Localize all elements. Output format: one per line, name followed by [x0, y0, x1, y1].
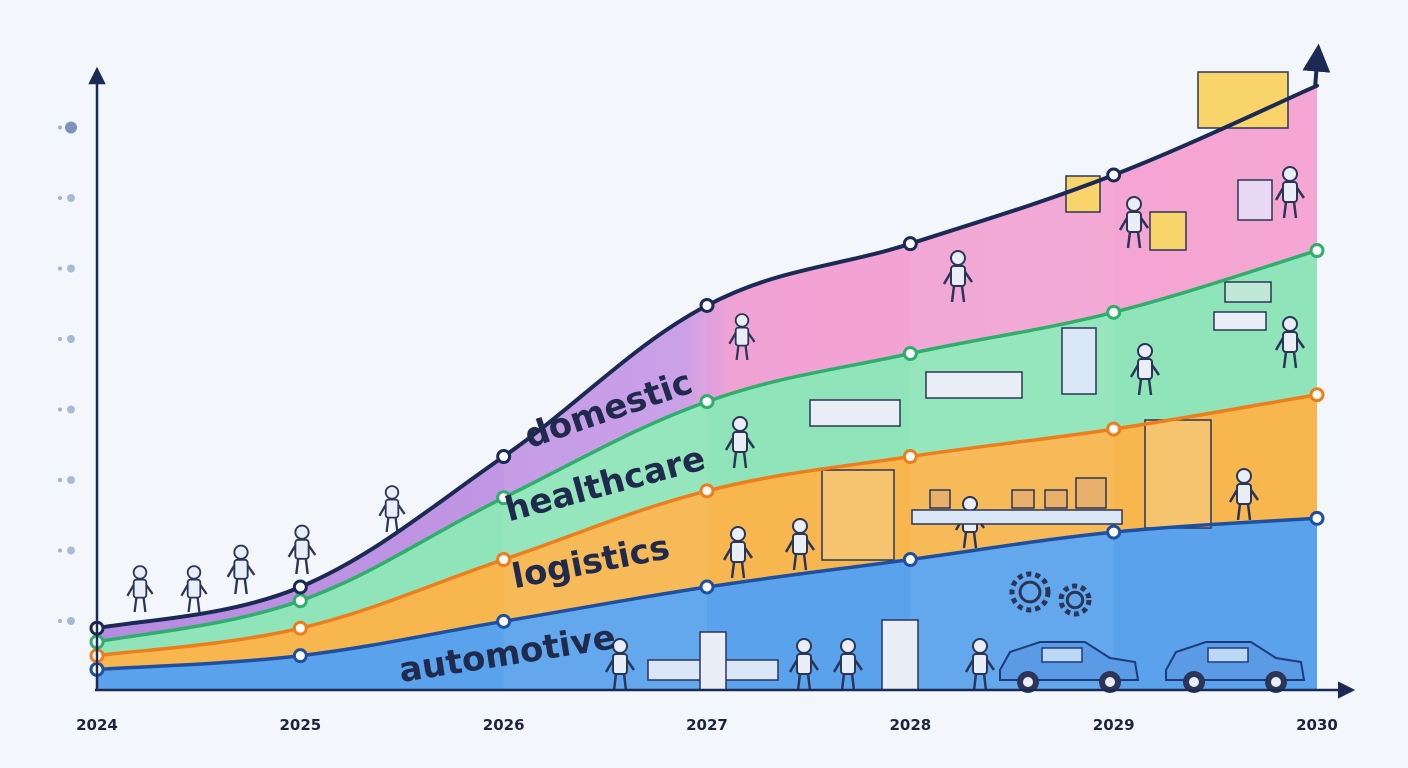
- robot-figure: [1274, 166, 1306, 219]
- y-dot-small: [58, 125, 62, 130]
- scene-box: [821, 469, 895, 561]
- area-automotive: [97, 518, 1317, 690]
- point-automotive-2027: [699, 579, 715, 595]
- scene-box: [809, 399, 901, 427]
- y-dot-small: [58, 548, 62, 553]
- x-tick-2027: 2027: [686, 716, 728, 734]
- scene-box: [1061, 327, 1097, 395]
- area-logistics: [97, 394, 1317, 670]
- point-healthcare-2030: [1309, 243, 1325, 259]
- point-healthcare-2028: [902, 346, 918, 362]
- point-automotive-2029: [1106, 524, 1122, 540]
- robot-figure: [728, 313, 756, 361]
- point-healthcare-2027: [699, 394, 715, 410]
- robot-figure: [378, 485, 406, 533]
- x-tick-2026: 2026: [483, 716, 525, 734]
- y-dot-small: [58, 266, 62, 271]
- y-dot: [65, 121, 77, 134]
- y-dot-small: [58, 407, 62, 412]
- point-logistics-2025: [292, 620, 308, 636]
- gear-icon: [1058, 583, 1092, 617]
- point-domestic-2029: [1106, 167, 1122, 183]
- scene-box: [1149, 211, 1187, 251]
- robot-figure: [226, 544, 256, 595]
- point-logistics-2029: [1106, 421, 1122, 437]
- scene-box: [1075, 477, 1107, 509]
- point-domestic-2027: [699, 297, 715, 313]
- x-tick-2029: 2029: [1093, 716, 1135, 734]
- robot-figure: [722, 526, 754, 579]
- robot-figure: [1228, 468, 1260, 521]
- point-healthcare-2025: [292, 593, 308, 609]
- x-tick-2030: 2030: [1296, 716, 1338, 734]
- data-points: [89, 167, 1325, 677]
- y-dot-small: [58, 337, 62, 341]
- robot-figure: [788, 638, 820, 691]
- y-axis-dots: [58, 121, 77, 625]
- scene-box: [1213, 311, 1267, 331]
- robot-figure: [784, 518, 816, 571]
- robot-figure: [964, 638, 996, 691]
- robot-figure: [180, 565, 208, 613]
- scene-box: [1224, 281, 1272, 303]
- x-tick-2024: 2024: [76, 716, 118, 734]
- x-tick-labels: 2024 2025 2026 2027 2028 2029 2030: [76, 716, 1338, 734]
- point-automotive-2026: [496, 613, 512, 629]
- robot-figure: [1118, 196, 1150, 249]
- scene-box: [699, 631, 727, 691]
- point-healthcare-2029: [1106, 304, 1122, 320]
- y-dot-small: [58, 196, 62, 200]
- scene-box: [1044, 489, 1068, 509]
- point-domestic-2028: [902, 236, 918, 252]
- y-dot: [67, 546, 75, 555]
- scene-box: [911, 509, 1123, 525]
- point-logistics-2026: [496, 552, 512, 568]
- y-dot: [67, 476, 75, 484]
- y-dot: [67, 194, 75, 202]
- robot-figure: [832, 638, 864, 691]
- point-automotive-2030: [1309, 510, 1325, 526]
- robot-figure: [126, 565, 154, 613]
- point-automotive-2025: [292, 648, 308, 664]
- y-dot: [67, 617, 75, 625]
- point-logistics-2028: [902, 449, 918, 465]
- scene-box: [881, 619, 919, 691]
- point-domestic-2025: [292, 579, 308, 595]
- gear-icon: [1009, 571, 1051, 613]
- scene-box: [1237, 179, 1273, 221]
- y-dot-small: [58, 619, 62, 623]
- x-tick-2028: 2028: [889, 716, 931, 734]
- car-icon: [999, 641, 1140, 693]
- robot-figure: [1129, 343, 1161, 396]
- scene-box: [1144, 419, 1212, 529]
- robot-figure: [287, 524, 317, 575]
- y-dot: [67, 264, 75, 273]
- scene-box: [1011, 489, 1035, 509]
- y-dot: [67, 335, 75, 343]
- robot-figure: [942, 250, 974, 303]
- scene-box: [929, 489, 951, 509]
- point-logistics-2030: [1309, 387, 1325, 403]
- trend-arrow: [1302, 43, 1331, 88]
- robot-figure: [1274, 316, 1306, 369]
- scene-box: [925, 371, 1023, 399]
- point-logistics-2027: [699, 483, 715, 499]
- car-icon: [1165, 641, 1306, 693]
- x-tick-2025: 2025: [279, 716, 321, 734]
- point-domestic-2026: [496, 449, 512, 465]
- area-domestic: [97, 85, 1317, 642]
- y-dot: [67, 405, 75, 414]
- y-dot-small: [58, 478, 62, 482]
- robot-figure: [604, 638, 636, 691]
- point-automotive-2028: [902, 552, 918, 568]
- robot-figure: [724, 416, 756, 469]
- point-healthcare-2026: [496, 490, 512, 506]
